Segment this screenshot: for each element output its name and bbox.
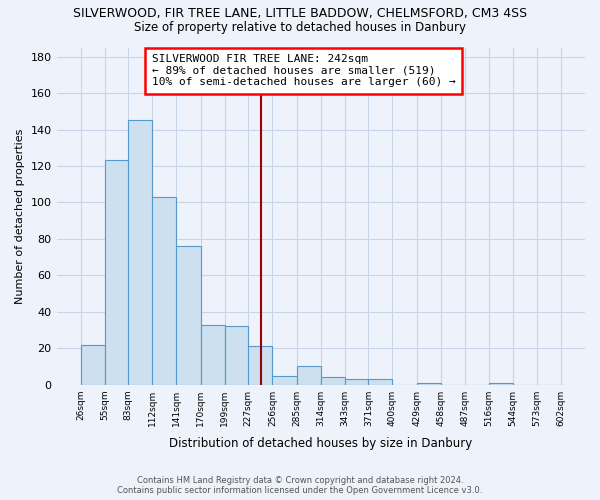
Text: SILVERWOOD FIR TREE LANE: 242sqm
← 89% of detached houses are smaller (519)
10% : SILVERWOOD FIR TREE LANE: 242sqm ← 89% o…	[152, 54, 455, 88]
Bar	[296, 366, 321, 384]
Bar	[80, 344, 105, 385]
Bar	[321, 378, 345, 384]
Text: Contains HM Land Registry data © Crown copyright and database right 2024.
Contai: Contains HM Land Registry data © Crown c…	[118, 476, 482, 495]
Bar	[128, 120, 152, 384]
Bar	[200, 324, 225, 384]
Bar	[105, 160, 128, 384]
Bar	[272, 376, 296, 384]
Y-axis label: Number of detached properties: Number of detached properties	[15, 128, 25, 304]
Text: Size of property relative to detached houses in Danbury: Size of property relative to detached ho…	[134, 21, 466, 34]
Bar	[489, 383, 512, 384]
X-axis label: Distribution of detached houses by size in Danbury: Distribution of detached houses by size …	[169, 437, 472, 450]
Bar	[152, 197, 176, 384]
Bar	[368, 379, 392, 384]
Bar	[416, 383, 441, 384]
Text: SILVERWOOD, FIR TREE LANE, LITTLE BADDOW, CHELMSFORD, CM3 4SS: SILVERWOOD, FIR TREE LANE, LITTLE BADDOW…	[73, 8, 527, 20]
Bar	[248, 346, 272, 385]
Bar	[176, 246, 200, 384]
Bar	[345, 379, 368, 384]
Bar	[225, 326, 248, 384]
